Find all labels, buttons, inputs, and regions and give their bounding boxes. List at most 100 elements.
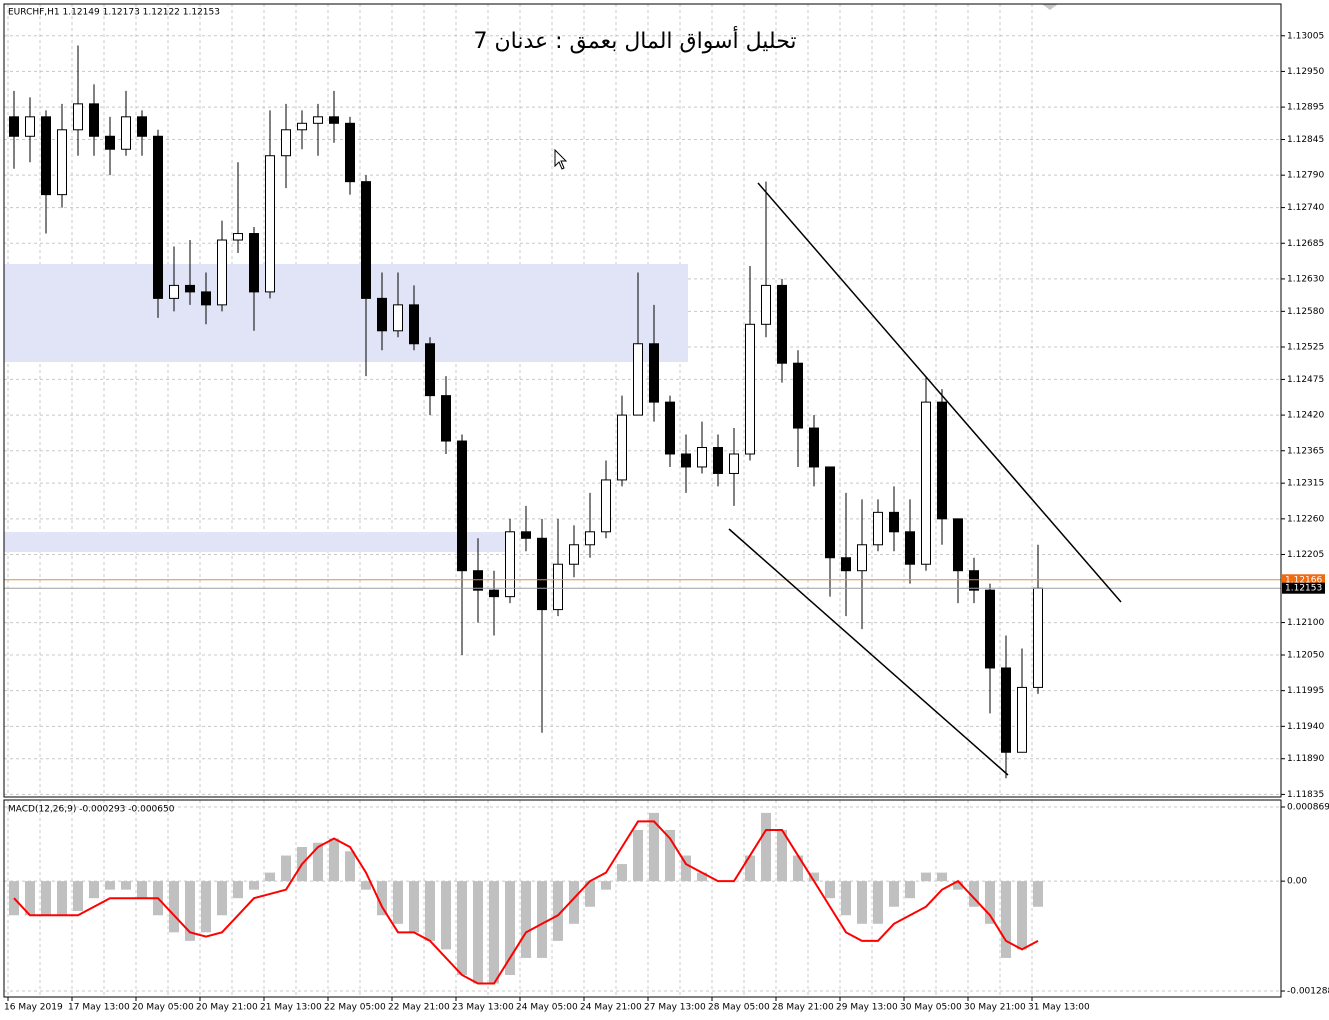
- candle-body: [649, 343, 659, 403]
- macd-bar: [345, 851, 355, 882]
- y-tick-label: 1.12315: [1287, 479, 1324, 489]
- macd-bar: [25, 881, 35, 916]
- y-tick-label: 1.12845: [1287, 135, 1324, 145]
- macd-bar: [9, 881, 19, 916]
- x-tick-label: 20 May 21:00: [196, 1003, 258, 1013]
- macd-bar: [633, 829, 643, 882]
- macd-bar: [745, 855, 755, 882]
- y-tick-label: 0.000869: [1287, 802, 1329, 812]
- x-tick-label: 24 May 05:00: [516, 1003, 578, 1013]
- candle-body: [313, 116, 323, 124]
- candle-body: [1033, 587, 1043, 688]
- price-label: 1.12153: [1285, 584, 1322, 594]
- axes: 1.13005 1.12950 1.12895 1.12845 1.12790 1.127…: [4, 31, 1329, 1012]
- candle-body: [521, 531, 531, 539]
- y-tick-label: 1.11995: [1287, 686, 1324, 696]
- x-tick-label: 28 May 05:00: [708, 1003, 770, 1013]
- macd-bar: [873, 881, 883, 924]
- candle-body: [537, 537, 547, 611]
- candle-body: [41, 116, 51, 196]
- macd-bar: [585, 881, 595, 907]
- candle-body: [873, 511, 883, 546]
- candle-body: [985, 589, 995, 669]
- macd-bar: [889, 881, 899, 907]
- macd-bar: [329, 838, 339, 882]
- candle-body: [441, 395, 451, 442]
- candle-body: [809, 427, 819, 468]
- price-label: 1.12166: [1285, 575, 1322, 585]
- candle-body: [1001, 667, 1011, 753]
- candle-body: [121, 116, 131, 150]
- macd-bar: [553, 881, 563, 941]
- candle-body: [217, 239, 227, 306]
- x-tick-label: 29 May 13:00: [836, 1003, 898, 1013]
- price-label-box: [1282, 574, 1325, 586]
- x-tick-label: 28 May 21:00: [772, 1003, 834, 1013]
- macd-bar: [393, 881, 403, 924]
- candle-body: [761, 284, 771, 325]
- y-tick-label: 1.11940: [1287, 722, 1324, 732]
- x-tick-label: 30 May 21:00: [964, 1003, 1026, 1013]
- candle-body: [585, 531, 595, 546]
- y-tick-label: 1.12740: [1287, 203, 1324, 213]
- x-tick-label: 16 May 2019: [4, 1003, 63, 1013]
- macd-bar: [681, 855, 691, 882]
- candle-body: [665, 401, 675, 455]
- macd-bar: [457, 881, 467, 975]
- macd-frame: [3, 799, 1282, 998]
- candle-body: [889, 511, 899, 533]
- macd-bar: [793, 855, 803, 882]
- macd-bar: [905, 881, 915, 899]
- y-tick-label: 1.12790: [1287, 171, 1324, 181]
- price-label-box: [1282, 582, 1325, 594]
- y-tick-label: 1.12260: [1287, 514, 1324, 524]
- macd-bar: [521, 881, 531, 958]
- y-tick-label: 1.12420: [1287, 411, 1324, 421]
- y-tick-label: 1.12365: [1287, 446, 1324, 456]
- candle-body: [425, 343, 435, 397]
- macd-bar: [1033, 881, 1043, 907]
- chart-title: تحليل أسواق المال بعمق : عدنان 7: [473, 26, 796, 54]
- macd-bar: [217, 881, 227, 916]
- y-tick-label: 0.00: [1287, 877, 1307, 887]
- macd-bar: [473, 881, 483, 984]
- macd-bar: [841, 881, 851, 916]
- candle-body: [185, 284, 195, 293]
- y-tick-label: 1.12580: [1287, 307, 1324, 317]
- candle-body: [713, 447, 723, 474]
- macd-bar: [601, 881, 611, 890]
- signal-line: [13, 820, 1039, 985]
- drawings: [554, 4, 1122, 776]
- candle-body: [73, 103, 83, 131]
- x-tick-label: 30 May 05:00: [900, 1003, 962, 1013]
- candle-body: [377, 297, 387, 332]
- macd-bar: [57, 881, 67, 916]
- macd-bar: [169, 881, 179, 933]
- macd-bar: [249, 881, 259, 890]
- candle-body: [633, 343, 643, 416]
- macd-bar: [425, 881, 435, 941]
- macd-bar: [1017, 881, 1027, 950]
- macd-bar: [41, 881, 51, 916]
- candle-body: [25, 116, 35, 137]
- y-tick-label: 1.12685: [1287, 239, 1324, 249]
- macd-bar: [89, 881, 99, 899]
- main-frame: [3, 3, 1282, 798]
- candle-body: [153, 135, 163, 299]
- macd-bar: [809, 872, 819, 882]
- macd-bar: [505, 881, 515, 975]
- candle-body: [569, 544, 579, 565]
- mouse-cursor: [554, 148, 568, 170]
- macd-bar: [1001, 881, 1011, 958]
- y-tick-label: -0.001288: [1287, 987, 1329, 997]
- candle-body: [473, 570, 483, 591]
- x-tick-label: 22 May 21:00: [388, 1003, 450, 1013]
- macd-bar: [985, 881, 995, 924]
- lower-trendline: [728, 528, 1009, 776]
- candle-body: [233, 233, 243, 241]
- macd-bar: [185, 881, 195, 941]
- candle-body: [329, 116, 339, 124]
- candle-body: [617, 414, 627, 481]
- macd-bar: [921, 872, 931, 882]
